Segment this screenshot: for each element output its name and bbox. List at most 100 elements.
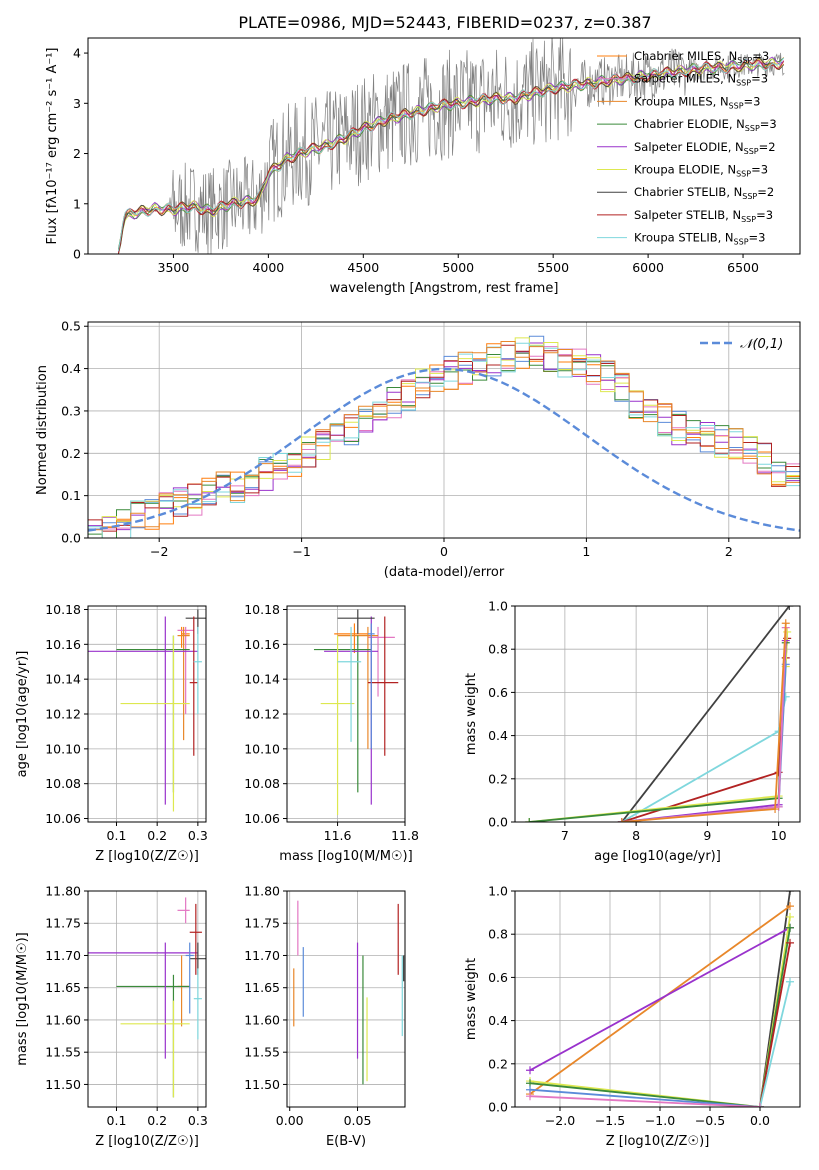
cross-marker xyxy=(526,1066,534,1075)
cross-marker xyxy=(781,619,790,628)
plot-area xyxy=(293,900,405,1085)
axes-frame xyxy=(87,890,207,1108)
x-tick-label: 1 xyxy=(582,544,590,559)
histogram-step-line xyxy=(88,341,800,531)
y-tick-label: 10.12 xyxy=(45,707,81,722)
x-tick-label: 11.6 xyxy=(324,828,352,843)
x-tick-label: 0.1 xyxy=(107,828,127,843)
y-tick-label: 11.50 xyxy=(45,1077,81,1092)
legend-label: Chabrier MILES, NSSP=3 xyxy=(634,49,769,65)
cross-marker xyxy=(785,606,794,610)
y-tick-label: 10.06 xyxy=(244,811,280,826)
plot-area xyxy=(117,38,785,254)
y-tick-label: 10.16 xyxy=(45,637,81,652)
y-tick-label: 10.16 xyxy=(244,637,280,652)
axes-frame xyxy=(514,890,801,1108)
cumulative-weight-line xyxy=(621,640,787,822)
y-tick-label: 3 xyxy=(73,96,81,111)
x-axis-label: Z [log10(Z/Z☉)] xyxy=(95,1134,199,1149)
y-axis-label: Flux [fλ10⁻¹⁷ erg cm⁻² s⁻¹ A⁻¹] xyxy=(45,48,60,245)
x-tick-label: 4000 xyxy=(252,260,284,275)
y-axis-label: Normed distribution xyxy=(35,365,50,495)
x-tick-label: 7 xyxy=(561,828,569,843)
cross-marker xyxy=(756,1103,764,1107)
massweight-vs-metallicity-panel: −2.0 −1.5 −1.0 −0.5 0.0 0.0 0.2 0.4 0.6 0.8 1.0 Z [… xyxy=(464,884,801,1149)
x-axis-label: mass [log10(M/M☉)] xyxy=(279,849,412,864)
x-tick-label: −1.0 xyxy=(645,1113,675,1128)
y-tick-label: 10.08 xyxy=(244,776,280,791)
y-tick-label: 11.75 xyxy=(45,916,81,931)
x-tick-label: −1 xyxy=(292,544,310,559)
y-tick-label: 11.50 xyxy=(244,1077,280,1092)
x-tick-label: −1.5 xyxy=(595,1113,625,1128)
cross-marker xyxy=(786,977,794,986)
y-tick-label: 0.8 xyxy=(488,642,508,657)
axes-frame xyxy=(87,37,801,255)
axes-frame xyxy=(286,890,406,1108)
cumulative-weight-line xyxy=(529,1095,761,1107)
plot-area xyxy=(88,609,206,812)
cross-marker xyxy=(786,891,794,895)
legend-label: Chabrier ELODIE, NSSP=3 xyxy=(634,117,777,133)
legend-label: Salpeter STELIB, NSSP=3 xyxy=(634,208,773,224)
y-tick-label: 0.4 xyxy=(488,728,508,743)
cross-marker xyxy=(774,768,783,777)
x-axis-label: (data-model)/error xyxy=(384,565,505,580)
legend-label: Kroupa MILES, NSSP=3 xyxy=(634,94,760,110)
y-tick-label: 10.14 xyxy=(45,672,81,687)
model-line xyxy=(117,59,785,254)
cumulative-weight-line xyxy=(529,631,789,822)
plot-area xyxy=(88,335,800,538)
y-axis-label: age [log10(age/yr)] xyxy=(15,651,30,778)
x-tick-label: 9 xyxy=(703,828,711,843)
y-tick-label: 0.6 xyxy=(488,970,508,985)
y-tick-label: 10.18 xyxy=(45,602,81,617)
legend-label: 𝒩(0,1) xyxy=(740,337,783,352)
x-tick-label: 5000 xyxy=(442,260,474,275)
y-tick-label: 10.06 xyxy=(45,811,81,826)
cross-marker xyxy=(786,923,794,932)
cross-marker xyxy=(526,1092,534,1101)
plot-area xyxy=(526,891,794,1107)
x-tick-label: −0.5 xyxy=(695,1113,725,1128)
figure-title: PLATE=0986, MJD=52443, FIBERID=0237, z=0… xyxy=(238,13,651,32)
cross-marker xyxy=(786,902,794,911)
x-tick-label: 0.3 xyxy=(188,1113,208,1128)
legend-label: Chabrier STELIB, NSSP=2 xyxy=(634,185,774,201)
cumulative-weight-line xyxy=(759,942,791,1107)
x-tick-label: 0.3 xyxy=(188,828,208,843)
y-tick-label: 11.70 xyxy=(244,948,280,963)
cumulative-weight-line xyxy=(529,926,791,1072)
mass-vs-ebv-panel: 0.00 0.05 11.50 11.55 11.60 11.65 11.70 11.75 11… xyxy=(244,884,406,1149)
y-axis-label: mass weight xyxy=(464,958,479,1040)
x-tick-label: 0 xyxy=(440,544,448,559)
y-tick-label: 11.55 xyxy=(45,1045,81,1060)
y-tick-label: 0 xyxy=(73,247,81,262)
x-tick-label: 6000 xyxy=(632,260,664,275)
cross-marker xyxy=(786,912,794,921)
x-axis-label: Z [log10(Z/Z☉)] xyxy=(606,1134,710,1149)
spectrum-data-line xyxy=(118,38,785,254)
x-axis-label: wavelength [Angstrom, rest frame] xyxy=(330,281,559,296)
cumulative-weight-line xyxy=(529,916,791,1107)
y-tick-label: 10.10 xyxy=(244,741,280,756)
y-tick-label: 10.10 xyxy=(45,741,81,756)
x-tick-label: 3500 xyxy=(158,260,190,275)
spectrum-panel: 3500 4000 4500 5000 5500 6000 6500 0 1 2 3 4 wavelen… xyxy=(45,37,801,296)
cumulative-weight-line xyxy=(621,606,791,822)
cumulative-weight-line xyxy=(529,927,791,1107)
axes-frame xyxy=(514,605,801,823)
y-tick-label: 11.55 xyxy=(244,1045,280,1060)
y-tick-label: 11.60 xyxy=(45,1012,81,1027)
x-tick-label: 8 xyxy=(632,828,640,843)
x-tick-label: 0.05 xyxy=(344,1113,372,1128)
y-tick-label: 11.70 xyxy=(45,948,81,963)
age-vs-mass-panel: 11.6 11.8 10.06 10.08 10.10 10.12 10.14 10.16 10… xyxy=(244,602,419,864)
y-tick-label: 10.18 xyxy=(244,602,280,617)
x-tick-label: 11.8 xyxy=(391,828,419,843)
gaussian-reference-line xyxy=(88,367,800,532)
plot-area xyxy=(525,606,794,822)
y-axis-label: mass weight xyxy=(464,673,479,755)
y-tick-label: 0.2 xyxy=(488,1056,508,1071)
y-tick-label: 11.65 xyxy=(45,980,81,995)
